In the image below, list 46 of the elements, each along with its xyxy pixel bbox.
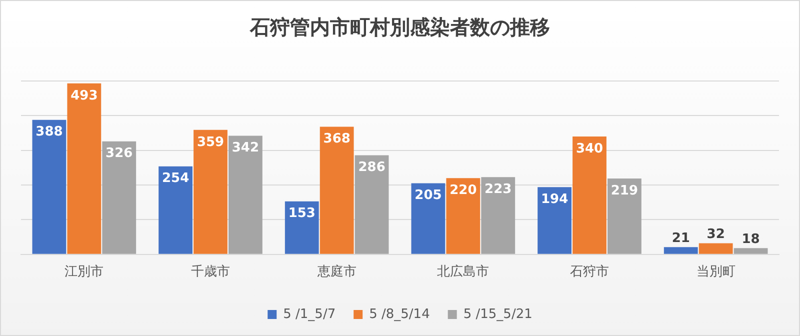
chart-title: 石狩管内市町村別感染者数の推移 xyxy=(249,15,550,40)
data-label: 359 xyxy=(196,134,224,150)
data-label: 18 xyxy=(742,232,760,248)
data-label: 326 xyxy=(106,146,133,162)
x-tick-label: 当別町 xyxy=(696,264,736,280)
data-label: 388 xyxy=(36,124,63,140)
x-tick-label: 北広島市 xyxy=(437,264,490,280)
data-label: 21 xyxy=(672,230,690,246)
bar xyxy=(572,136,606,254)
data-label: 254 xyxy=(162,171,190,186)
bar xyxy=(354,155,389,254)
data-label: 286 xyxy=(358,160,386,176)
bar xyxy=(194,130,228,254)
bar xyxy=(158,166,192,254)
data-label: 368 xyxy=(323,132,350,147)
data-label: 342 xyxy=(232,140,260,156)
data-label: 205 xyxy=(414,188,442,204)
bar xyxy=(608,178,642,254)
bar xyxy=(664,247,698,254)
x-tick-label: 恵庭市 xyxy=(316,264,356,280)
legend-label: 5 /15_5/21 xyxy=(463,306,532,322)
bar xyxy=(32,120,66,254)
bar xyxy=(320,126,354,254)
bar xyxy=(102,141,136,254)
data-label: 153 xyxy=(288,206,316,222)
bar xyxy=(67,83,102,254)
bar xyxy=(734,248,768,254)
bar xyxy=(538,187,572,254)
data-label: 493 xyxy=(70,88,98,104)
data-label: 194 xyxy=(540,192,568,207)
data-label: 219 xyxy=(610,183,638,198)
data-label: 32 xyxy=(706,227,725,242)
bar xyxy=(284,201,319,254)
legend-label: 5 /1_5/7 xyxy=(283,306,336,322)
data-label: 340 xyxy=(576,141,604,156)
data-label: 223 xyxy=(484,182,512,197)
bar xyxy=(228,136,262,254)
bar xyxy=(481,177,516,254)
bar xyxy=(411,183,446,254)
x-tick-label: 江別市 xyxy=(64,264,104,280)
x-tick-label: 石狩市 xyxy=(570,264,609,280)
data-label: 220 xyxy=(450,182,477,198)
bar xyxy=(446,178,480,254)
bar xyxy=(698,243,733,254)
legend-label: 5 /8_5/14 xyxy=(369,306,430,322)
x-tick-label: 千歳市 xyxy=(191,264,230,280)
